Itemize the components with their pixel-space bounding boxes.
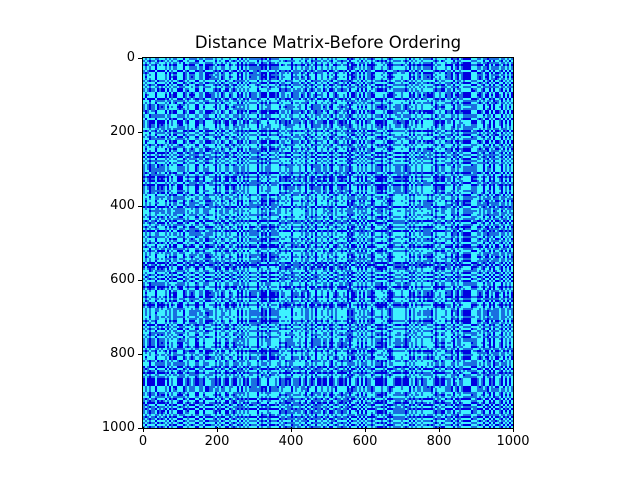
x-tick-label: 200 [204,434,230,449]
x-tick-mark [142,427,144,432]
y-tick-mark [138,427,143,429]
y-tick-label: 600 [110,272,135,287]
y-tick-label: 0 [126,50,135,65]
x-tick-label: 0 [138,434,148,449]
y-tick-mark [138,131,143,133]
x-tick-label: 600 [352,434,378,449]
y-tick-mark [138,57,143,59]
x-tick-label: 800 [426,434,452,449]
x-tick-mark [216,427,218,432]
x-tick-mark [512,427,514,432]
axes-frame [142,57,514,429]
y-tick-mark [138,353,143,355]
x-tick-mark [290,427,292,432]
x-tick-mark [364,427,366,432]
y-tick-label: 400 [110,198,135,213]
y-tick-mark [138,279,143,281]
x-tick-label: 1000 [496,434,530,449]
chart-title: Distance Matrix-Before Ordering [194,33,462,52]
y-tick-label: 1000 [101,420,135,435]
y-tick-label: 200 [110,124,135,139]
y-tick-label: 800 [110,346,135,361]
x-tick-mark [438,427,440,432]
x-tick-label: 400 [278,434,304,449]
y-tick-mark [138,205,143,207]
distance-matrix-heatmap [143,58,513,428]
